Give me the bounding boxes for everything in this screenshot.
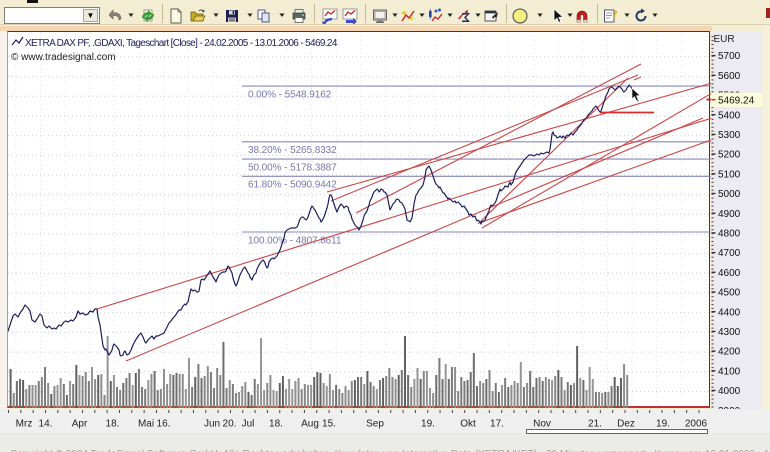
svg-text:?: ? (612, 9, 618, 19)
svg-text:EUR: EUR (714, 34, 735, 45)
svg-text:5000: 5000 (718, 189, 741, 200)
svg-text:Sep: Sep (366, 419, 384, 430)
svg-text:61.80% - 5090.9442: 61.80% - 5090.9442 (248, 180, 337, 191)
svg-text:2006: 2006 (685, 419, 708, 430)
svg-text:Apr: Apr (72, 419, 88, 430)
svg-text:4900: 4900 (718, 209, 741, 220)
svg-text:18.: 18. (269, 419, 283, 430)
svg-text:14.: 14. (39, 419, 53, 430)
svg-text:5200: 5200 (718, 150, 741, 161)
svg-text:Jul: Jul (242, 419, 255, 430)
svg-text:4300: 4300 (718, 327, 741, 338)
svg-text:Aug: Aug (301, 419, 319, 430)
svg-text:38.20% - 5265.8332: 38.20% - 5265.8332 (248, 145, 337, 156)
svg-text:4400: 4400 (718, 307, 741, 318)
svg-text:XETRA DAX PF, .GDAXI, Tagescha: XETRA DAX PF, .GDAXI, Tageschart [Close]… (25, 38, 338, 49)
svg-text:17.: 17. (490, 419, 504, 430)
svg-text:Jun: Jun (204, 419, 220, 430)
svg-text:© www.tradesignal.com: © www.tradesignal.com (11, 52, 116, 63)
svg-text:15.: 15. (322, 419, 336, 430)
svg-text:16.: 16. (157, 419, 171, 430)
svg-text:50.00% - 5178.3887: 50.00% - 5178.3887 (248, 162, 337, 173)
svg-text:5100: 5100 (718, 169, 741, 180)
svg-text:100.00% - 4807.8611: 100.00% - 4807.8611 (248, 235, 342, 246)
svg-text:5700: 5700 (718, 51, 741, 62)
svg-text:4700: 4700 (718, 248, 741, 259)
svg-text:3900: 3900 (718, 406, 741, 409)
svg-text:5469.24: 5469.24 (718, 96, 755, 107)
svg-text:4200: 4200 (718, 347, 741, 358)
svg-text:Okt: Okt (460, 419, 476, 430)
svg-text:4000: 4000 (718, 386, 741, 397)
svg-text:Dez: Dez (617, 419, 635, 430)
svg-text:19.: 19. (656, 419, 670, 430)
svg-text:21.: 21. (588, 419, 602, 430)
svg-text:Mrz: Mrz (16, 419, 33, 430)
svg-text:5400: 5400 (718, 110, 741, 121)
svg-text:4800: 4800 (718, 229, 741, 240)
svg-text:0.00% - 5548.9162: 0.00% - 5548.9162 (248, 89, 332, 100)
svg-text:19.: 19. (421, 419, 435, 430)
svg-text:Mai: Mai (138, 419, 154, 430)
svg-text:5600: 5600 (718, 71, 741, 82)
svg-text:4100: 4100 (718, 366, 741, 377)
svg-text:5300: 5300 (718, 130, 741, 141)
svg-text:Nov: Nov (533, 419, 551, 430)
svg-text:18.: 18. (106, 419, 120, 430)
svg-text:4600: 4600 (718, 268, 741, 279)
svg-text:4500: 4500 (718, 288, 741, 299)
svg-text:20.: 20. (223, 419, 237, 430)
